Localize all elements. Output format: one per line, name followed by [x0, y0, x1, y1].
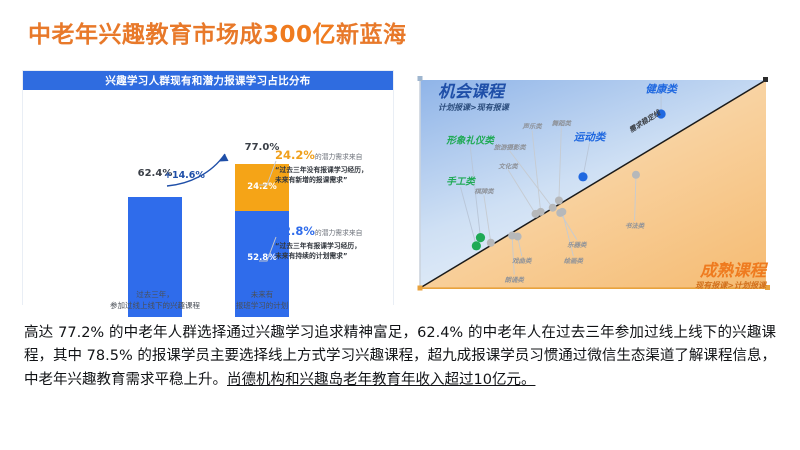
point-label-棋牌类: 棋牌类	[474, 187, 494, 196]
scatter-point-朗诵类[interactable]	[508, 231, 517, 240]
annotation-bottom-pct: 52.8%	[275, 224, 315, 238]
bar-future-potential-segment	[235, 164, 289, 211]
bar-xaxis-label-past-line2: 参加过线上线下的兴趣课程	[110, 300, 200, 310]
annotation-top-quote-line1: “过去三年没有报课学习经历，	[275, 165, 368, 174]
growth-arrow-icon	[166, 153, 229, 187]
point-label-旅游摄影类: 旅游摄影类	[493, 143, 526, 152]
segment-value-orange: 24.2%	[247, 182, 277, 192]
bar-future-existing-segment	[235, 211, 289, 317]
bar-chart-header: 兴趣学习人群现有和潜力报课学习占比分布	[23, 71, 393, 90]
quadrant-label-mature: 成熟课程 现有报课>计划报课	[695, 260, 766, 291]
point-connector-line	[561, 211, 574, 257]
scatter-point-健康类[interactable]	[656, 109, 666, 119]
quadrant-label-opportunity: 机会课程 计划报课>现有报课	[438, 82, 509, 112]
annotation-bottom-lead: 52.8%的潜力需求来自	[275, 224, 391, 240]
page-title-part1: 中老年兴趣教育市场成	[28, 22, 263, 48]
point-label-朗诵类: 朗诵类	[504, 275, 524, 284]
scatter-point-形象礼仪类[interactable]	[475, 232, 486, 243]
quadrant-label-opportunity-title: 机会课程	[438, 82, 504, 101]
point-label-书法类: 书法类	[624, 222, 645, 231]
summary-paragraph-text: 高达 77.2% 的中老年人群选择通过兴趣学习追求精神富足，62.4% 的中老年…	[24, 325, 776, 388]
bar-xaxis-label-future-line1: 未来有	[250, 290, 274, 299]
annotation-bottom-quote-line2: 未来有持续的计划需求”	[275, 251, 348, 260]
point-connector-line	[507, 169, 536, 215]
point-label-戏曲类: 戏曲类	[512, 257, 532, 266]
quadrant-panel: 机会课程 计划报课>现有报课 成熟课程 现有报课>计划报课 需求稳定线 健康类运…	[404, 70, 782, 305]
growth-label: +14.6%	[164, 170, 205, 181]
summary-paragraph: 高达 77.2% 的中老年人群选择通过兴趣学习追求精神富足，62.4% 的中老年…	[24, 322, 776, 392]
scatter-point-手工类[interactable]	[471, 241, 481, 251]
scatter-point-书法类[interactable]	[631, 170, 640, 179]
scatter-point-绘画类[interactable]	[558, 207, 567, 216]
annotation-top-pct: 24.2%	[275, 148, 315, 162]
summary-paragraph-underlined: 尚德机构和兴趣岛老年教育年收入超过10亿元。	[227, 371, 536, 388]
scatter-point-文化类[interactable]	[531, 209, 540, 218]
annotation-top-quote-line2: 未来有新增的报课需求”	[275, 175, 348, 184]
point-label-舞蹈类: 舞蹈类	[551, 119, 571, 128]
page-title-part2: 新蓝海	[336, 22, 407, 48]
point-label-声乐类: 声乐类	[522, 123, 542, 132]
quadrant-label-mature-sub: 现有报课>计划报课	[695, 281, 766, 290]
quadrant-canvas	[417, 76, 770, 291]
scatter-point-旅游摄影类[interactable]	[548, 203, 557, 212]
bar-xaxis-label-past-line1: 过去三年，	[136, 290, 174, 299]
bar-chart-body: 62.4% 77.0% 24.2% 52.8% +14.6% 过去三年， 参加过…	[23, 90, 393, 317]
bar-value-future: 77.0%	[244, 142, 280, 153]
leader-line-bottom-icon	[259, 236, 277, 262]
scatter-point-棋牌类[interactable]	[486, 238, 495, 247]
quadrant-label-opportunity-sub: 计划报课>现有报课	[438, 102, 509, 112]
point-connector-line	[558, 127, 562, 201]
page-title-highlight: 300亿	[263, 22, 337, 48]
point-connectors	[460, 95, 666, 275]
point-label-手工类: 手工类	[446, 176, 475, 188]
point-connector-line	[469, 145, 481, 238]
point-connector-line	[582, 142, 590, 177]
annotation-potential-continuing: 52.8%的潜力需求来自 “过去三年有报课学习经历， 未来有持续的计划需求”	[275, 224, 391, 261]
scatter-point-运动类[interactable]	[578, 172, 588, 182]
quadrant-plot: 机会课程 计划报课>现有报课 成熟课程 现有报课>计划报课 需求稳定线 健康类运…	[412, 74, 774, 298]
bar-xaxis-label-past: 过去三年， 参加过线上线下的兴趣课程	[90, 290, 220, 312]
point-label-绘画类: 绘画类	[563, 257, 583, 266]
point-label-文化类: 文化类	[498, 162, 518, 171]
point-connector-line	[559, 212, 578, 240]
bar-chart-panel: 兴趣学习人群现有和潜力报课学习占比分布 62.4% 77.0% 24.2% 52…	[22, 70, 394, 317]
point-connector-line	[460, 187, 477, 246]
point-label-健康类: 健康类	[645, 83, 677, 96]
point-label-形象礼仪类: 形象礼仪类	[446, 135, 494, 147]
annotation-bottom-quote-line1: “过去三年有报课学习经历，	[275, 241, 362, 250]
quadrant-label-mature-title: 成熟课程	[700, 260, 766, 280]
point-connector-line	[634, 174, 637, 222]
bar-value-past: 62.4%	[137, 168, 173, 179]
annotation-potential-new: 24.2%的潜力需求来自 “过去三年没有报课学习经历， 未来有新增的报课需求”	[275, 148, 391, 185]
page-title: 中老年兴趣教育市场成300亿新蓝海	[28, 24, 407, 47]
scatter-point-舞蹈类[interactable]	[554, 196, 563, 205]
point-label-乐器类: 乐器类	[567, 240, 587, 249]
point-connector-line	[511, 235, 515, 275]
point-connector-line	[483, 195, 492, 243]
segment-value-blue: 52.8%	[247, 253, 277, 263]
point-connector-line	[509, 150, 554, 208]
leader-line-top-icon	[259, 160, 277, 186]
bar-xaxis-label-future: 未来有 报班学习的计划	[197, 290, 327, 312]
annotation-top-lead: 24.2%的潜力需求来自	[275, 148, 391, 164]
bar-xaxis-label-future-line2: 报班学习的计划	[235, 300, 289, 310]
point-label-运动类: 运动类	[573, 131, 606, 144]
bar-past-three-years	[128, 197, 182, 317]
point-connector-line	[531, 130, 542, 212]
annotation-top-tail: 的潜力需求来自	[314, 153, 363, 161]
annotation-bottom-tail: 的潜力需求来自	[314, 229, 363, 237]
